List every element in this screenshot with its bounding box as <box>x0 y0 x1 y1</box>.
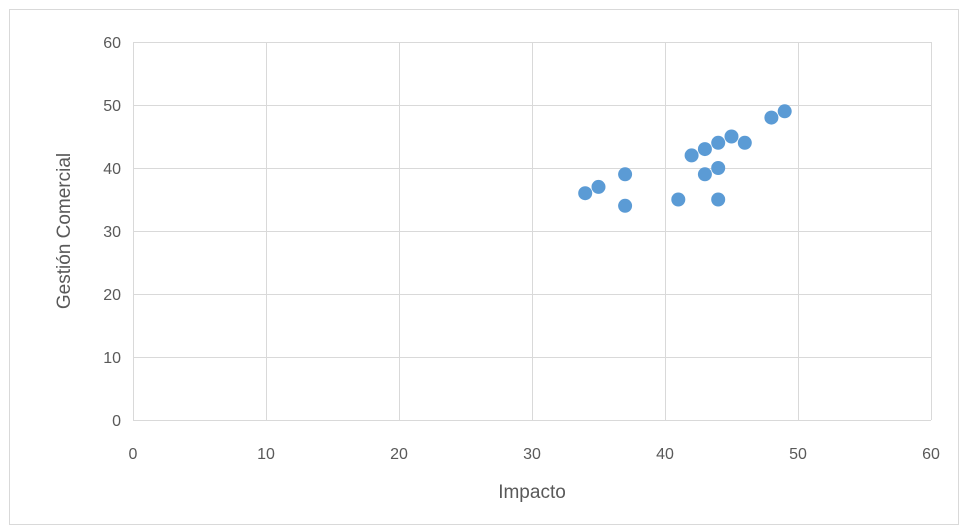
x-axis-title: Impacto <box>498 482 566 503</box>
data-point <box>591 179 606 194</box>
x-tick-label: 40 <box>656 446 674 463</box>
x-tick-labels: 0 10 20 30 40 50 60 <box>129 446 940 463</box>
data-point <box>764 110 779 125</box>
y-tick-label: 10 <box>103 350 121 367</box>
y-tick-label: 60 <box>103 35 121 52</box>
data-point <box>684 148 699 163</box>
x-tick-label: 30 <box>523 446 541 463</box>
data-point <box>697 142 712 157</box>
data-point <box>618 167 633 182</box>
data-point <box>711 161 726 175</box>
x-tick-label: 50 <box>789 446 807 463</box>
y-tick-label: 0 <box>112 413 121 430</box>
data-point <box>618 198 633 213</box>
y-tick-labels: 0 10 20 30 40 50 60 <box>103 35 121 430</box>
data-point <box>724 129 739 144</box>
y-tick-label: 40 <box>103 161 121 178</box>
y-tick-label: 30 <box>103 224 121 241</box>
y-tick-label: 20 <box>103 287 121 304</box>
grid <box>133 42 932 420</box>
data-point <box>777 104 792 119</box>
x-tick-label: 0 <box>129 446 138 463</box>
data-point <box>737 135 752 150</box>
data-point <box>711 135 726 150</box>
axes <box>133 42 931 421</box>
data-point <box>578 186 593 201</box>
x-tick-label: 10 <box>257 446 275 463</box>
data-points <box>578 104 792 213</box>
x-tick-label: 20 <box>390 446 408 463</box>
data-point <box>711 192 726 207</box>
y-axis-title: Gestión Comercial <box>54 153 75 309</box>
data-point <box>671 192 686 207</box>
y-tick-label: 50 <box>103 98 121 115</box>
chart-frame <box>9 9 959 525</box>
x-tick-label: 60 <box>922 446 940 463</box>
data-point <box>697 167 712 182</box>
